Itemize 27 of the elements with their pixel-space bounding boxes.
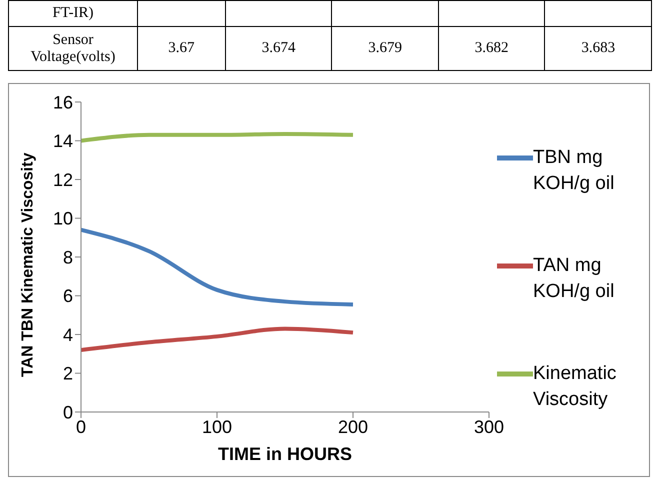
legend-label: Kinematic Viscosity xyxy=(533,362,618,412)
x-tick-label: 300 xyxy=(474,416,504,437)
y-axis-title: TAN TBN Kinematic Viscosity xyxy=(20,152,37,377)
y-tick-label: 6 xyxy=(62,286,73,306)
y-tick-label: 8 xyxy=(62,247,73,268)
text: 3.683 xyxy=(544,26,652,70)
line-series xyxy=(81,228,355,306)
text: FT-IR) xyxy=(8,0,138,26)
text: 3.679 xyxy=(332,26,438,70)
text: 3.674 xyxy=(225,26,332,70)
text: Sensor Voltage(volts) xyxy=(8,26,138,70)
x-tick-label: 100 xyxy=(202,416,232,437)
y-tick-label: 16 xyxy=(52,92,73,112)
legend-label: TAN mg KOH/g oil xyxy=(533,254,616,304)
x-tick-label: 0 xyxy=(76,416,86,437)
y-tick-label: 4 xyxy=(62,324,73,345)
x-axis-title: TIME in HOURS xyxy=(218,444,352,464)
y-tick-label: 14 xyxy=(52,131,73,152)
y-tick-label: 2 xyxy=(62,364,73,384)
text: 3.67 xyxy=(138,26,226,70)
y-tick-label: 12 xyxy=(52,170,73,190)
legend-label: TBN mg KOH/g oil xyxy=(533,146,616,196)
text: 3.682 xyxy=(438,26,545,70)
x-tick-label: 200 xyxy=(338,416,368,437)
y-tick-label: 0 xyxy=(62,402,73,422)
line-series xyxy=(81,326,355,352)
y-tick-label: 10 xyxy=(52,208,73,229)
